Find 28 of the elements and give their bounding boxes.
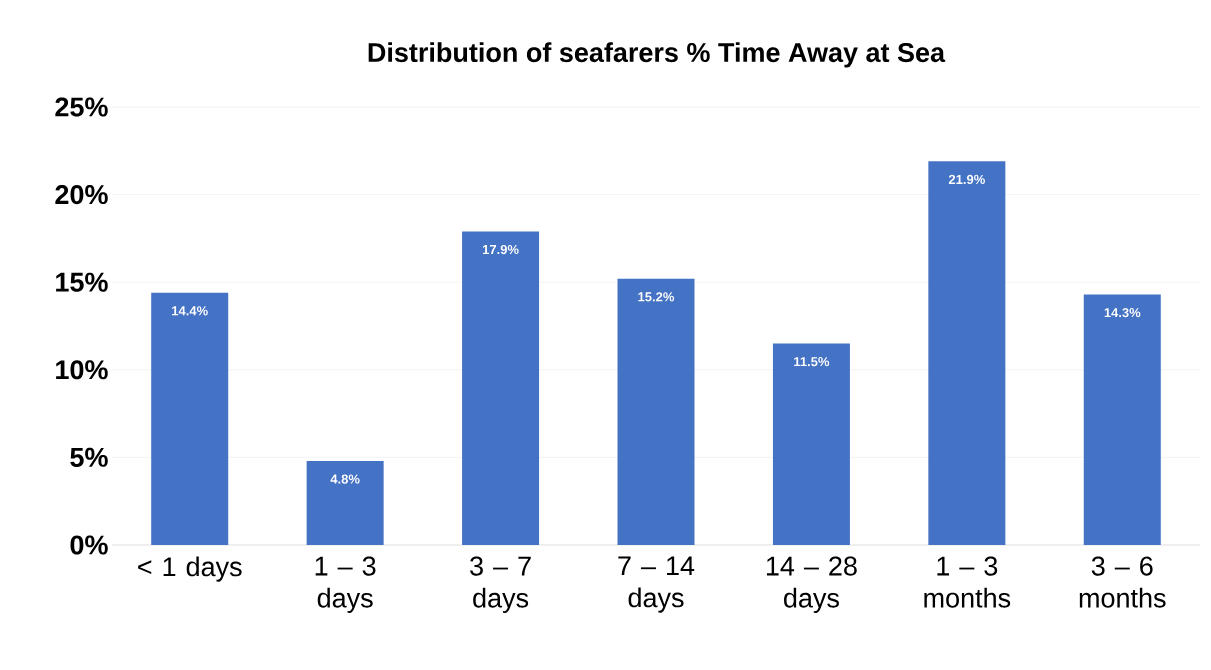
y-tick-label: 20% <box>55 185 108 205</box>
y-tick-label: 5% <box>70 447 108 467</box>
x-tick-label: 3 – 7 days <box>470 556 531 613</box>
bar <box>772 343 850 545</box>
y-tick-label: 25% <box>55 97 108 117</box>
data-label: 17.9% <box>482 244 519 255</box>
bar <box>928 161 1006 545</box>
x-tick-label: 7 – 14 days <box>618 556 695 613</box>
x-tick-label: 14 – 28 days <box>766 556 857 613</box>
bar <box>1083 294 1161 545</box>
data-label: 21.9% <box>948 174 985 185</box>
x-tick-label: < 1 days <box>138 556 242 582</box>
x-tick-label: 1 – 3 months <box>924 556 1011 608</box>
x-tick-label: 3 – 6 months <box>1079 556 1166 608</box>
y-tick-label: 0% <box>70 535 108 555</box>
data-label: 15.2% <box>638 292 675 302</box>
x-tick-label: 1 – 3 days <box>315 556 376 613</box>
data-label: 11.5% <box>794 357 830 367</box>
bar <box>306 460 384 545</box>
data-label: 4.8% <box>330 474 360 484</box>
bar <box>462 231 540 545</box>
y-tick-label: 15% <box>56 272 108 292</box>
bar <box>151 292 229 545</box>
data-label: 14.4% <box>172 306 208 316</box>
chart-title: Distribution of seafarers % Time Away at Sea <box>368 42 946 68</box>
data-label: 14.3% <box>1104 307 1141 318</box>
bar <box>617 278 695 545</box>
y-tick-label: 10% <box>56 360 108 380</box>
